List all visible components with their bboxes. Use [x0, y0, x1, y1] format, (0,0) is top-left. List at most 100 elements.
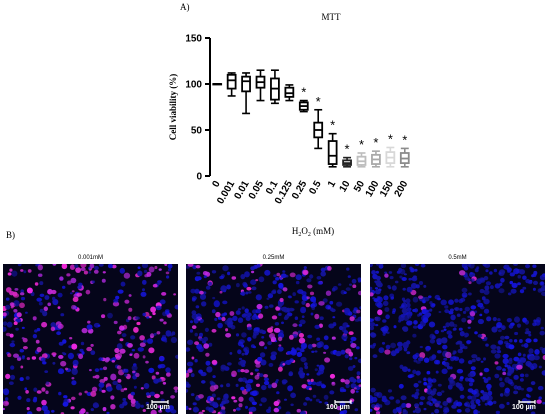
cell-nucleus — [300, 343, 307, 350]
cell-nucleus — [117, 378, 122, 383]
cell-nucleus — [71, 377, 75, 380]
cell-nucleus — [107, 312, 113, 319]
cell-nucleus — [305, 302, 310, 308]
cell-nucleus — [276, 391, 280, 395]
cell-nucleus — [150, 306, 157, 313]
cell-nucleus — [349, 357, 353, 361]
significance-marker: * — [402, 132, 407, 147]
cell-nucleus — [528, 355, 536, 361]
cell-nucleus — [306, 379, 311, 382]
cell-nucleus — [92, 403, 100, 408]
cell-nucleus — [325, 304, 332, 310]
cell-nucleus — [250, 279, 257, 285]
box-1: * — [327, 118, 338, 168]
cell-nucleus — [241, 344, 245, 348]
cell-nucleus — [444, 305, 449, 309]
cell-nucleus — [447, 334, 453, 339]
cell-nucleus — [406, 351, 411, 355]
cell-nucleus — [17, 395, 22, 400]
cell-nucleus — [419, 401, 424, 406]
cell-nucleus — [514, 316, 520, 323]
cell-nucleus — [72, 296, 79, 302]
cell-nucleus — [464, 306, 470, 312]
cell-nucleus — [340, 411, 344, 414]
scale-bar-label-2: 100 µm — [326, 404, 350, 411]
cell-nucleus — [499, 381, 505, 388]
cell-nucleus — [258, 329, 265, 334]
cell-nucleus — [165, 271, 170, 275]
cell-nucleus — [440, 329, 445, 333]
cell-nucleus — [112, 301, 120, 307]
cell-nucleus — [137, 270, 143, 277]
cell-nucleus — [223, 393, 229, 400]
cell-nucleus — [429, 301, 433, 305]
cell-nucleus — [312, 394, 317, 398]
cell-nucleus — [51, 409, 55, 413]
cell-nucleus — [233, 399, 238, 403]
cell-nucleus — [377, 309, 383, 316]
cell-nucleus — [426, 370, 431, 375]
cell-nucleus — [538, 396, 542, 400]
cell-nucleus — [246, 312, 252, 317]
cell-nucleus — [375, 279, 382, 287]
cell-nucleus — [194, 341, 200, 346]
cell-nucleus — [267, 293, 274, 299]
cell-nucleus — [251, 401, 257, 406]
cell-nucleus — [91, 386, 98, 392]
panel-b-label: B) — [6, 230, 15, 240]
cell-nucleus — [281, 379, 288, 384]
cell-nucleus — [238, 403, 243, 408]
image-title-2: 0.25mM — [262, 255, 285, 261]
cell-nucleus — [111, 360, 116, 363]
cell-nucleus — [103, 297, 107, 302]
cell-nucleus — [429, 333, 435, 339]
cell-nucleus — [60, 360, 67, 367]
cell-nucleus — [299, 374, 305, 379]
cell-nucleus — [83, 270, 88, 275]
cell-nucleus — [273, 407, 280, 413]
cell-nucleus — [289, 358, 294, 363]
cell-nucleus — [414, 268, 418, 272]
cell-nucleus — [243, 312, 248, 316]
cell-nucleus — [211, 270, 217, 274]
cell-nucleus — [407, 374, 413, 379]
cell-nucleus — [14, 288, 19, 291]
cell-nucleus — [524, 319, 529, 325]
cell-nucleus — [277, 346, 284, 352]
cell-nucleus — [159, 356, 165, 362]
box-10: * — [342, 142, 352, 168]
cell-nucleus — [139, 342, 146, 347]
cell-nucleus — [35, 264, 39, 267]
cell-nucleus — [167, 264, 173, 269]
cell-nucleus — [256, 264, 261, 268]
cell-nucleus — [301, 291, 307, 296]
cell-nucleus — [502, 353, 509, 359]
cell-nucleus — [247, 326, 253, 331]
cell-nucleus — [339, 325, 344, 331]
cell-nucleus — [379, 264, 384, 267]
cell-nucleus — [415, 360, 421, 364]
cell-nucleus — [170, 333, 174, 337]
cell-nucleus — [116, 365, 122, 370]
cell-nucleus — [331, 381, 335, 385]
cell-nucleus — [398, 383, 404, 389]
cell-nucleus — [187, 369, 193, 374]
cell-nucleus — [296, 351, 303, 357]
cell-nucleus — [248, 411, 253, 414]
cell-nucleus — [150, 409, 157, 414]
cell-nucleus — [3, 312, 7, 317]
cell-nucleus — [27, 411, 33, 414]
cell-nucleus — [271, 290, 277, 295]
cell-nucleus — [531, 411, 536, 414]
cell-nucleus — [346, 324, 350, 328]
cell-nucleus — [233, 408, 236, 412]
cell-nucleus — [173, 293, 177, 296]
cell-nucleus — [80, 267, 86, 272]
cell-nucleus — [434, 408, 440, 414]
cell-nucleus — [102, 271, 106, 274]
cell-nucleus — [115, 295, 120, 300]
cell-nucleus — [221, 406, 226, 411]
cell-nucleus — [356, 378, 361, 383]
cell-nucleus — [460, 297, 466, 302]
cell-nucleus — [160, 391, 164, 395]
